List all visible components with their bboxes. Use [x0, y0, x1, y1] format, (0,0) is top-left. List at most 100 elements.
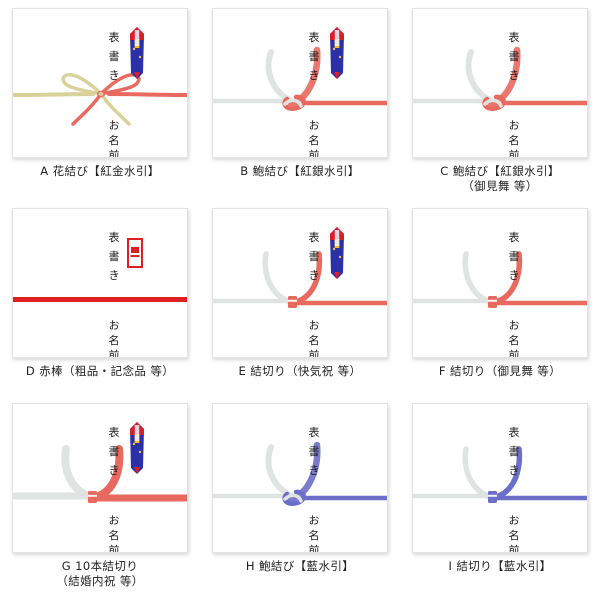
svg-text:前: 前: [109, 543, 120, 553]
noshi-ornament: [330, 27, 344, 79]
svg-text:き: き: [509, 269, 520, 282]
svg-text:き: き: [509, 464, 520, 477]
svg-text:前: 前: [309, 348, 320, 358]
svg-text:書: 書: [509, 444, 520, 458]
svg-text:お: お: [309, 514, 320, 527]
svg-text:表: 表: [109, 230, 120, 244]
svg-text:書: 書: [109, 49, 120, 63]
noshi-cell-a[interactable]: 表書きお名前 A 花結び【紅金水引】: [0, 0, 200, 200]
noshi-card-a[interactable]: 表書きお名前: [12, 8, 188, 158]
omotegaki-text: 表書き: [509, 30, 520, 82]
svg-text:き: き: [309, 269, 320, 282]
mizuhiki-artwork: [13, 297, 187, 302]
caption-line-1: D 赤棒（粗品・記念品 等）: [25, 364, 175, 378]
noshi-card-wrap: 表書きお名前: [412, 8, 588, 158]
noshi-cell-d[interactable]: 表書きお名前 D 赤棒（粗品・記念品 等）: [0, 200, 200, 395]
svg-text:お: お: [109, 514, 120, 527]
noshi-card-i[interactable]: 表書きお名前: [412, 403, 588, 553]
caption-line-2: （御見舞 等）: [462, 179, 538, 193]
svg-text:き: き: [109, 69, 120, 82]
noshi-card-g[interactable]: 表書きお名前: [12, 403, 188, 553]
noshi-cell-g[interactable]: 表書きお名前 G 10本結切り （結婚内祝 等）: [0, 395, 200, 600]
oname-text: お名前: [109, 514, 120, 553]
svg-text:書: 書: [109, 444, 120, 458]
noshi-card-d[interactable]: 表書きお名前: [12, 208, 188, 358]
noshi-caption-f: F 結切り（御見舞 等）: [439, 364, 561, 379]
noshi-card-f[interactable]: 表書きお名前: [412, 208, 588, 358]
svg-text:名: 名: [109, 133, 120, 147]
noshi-card-wrap: 表書きお名前: [412, 403, 588, 553]
omotegaki-text: 表書き: [109, 425, 120, 477]
mizuhiki-artwork: [13, 445, 187, 503]
noshi-card-wrap: 表書きお名前: [212, 208, 388, 358]
svg-text:表: 表: [509, 425, 520, 439]
omotegaki-text: 表書き: [309, 30, 320, 82]
noshi-card-wrap: 表書きお名前: [12, 8, 188, 158]
oname-text: お名前: [509, 514, 520, 553]
svg-text:表: 表: [109, 30, 120, 44]
noshi-card-b[interactable]: 表書きお名前: [212, 8, 388, 158]
svg-text:お: お: [109, 119, 120, 132]
noshi-caption-g: G 10本結切り （結婚内祝 等）: [56, 559, 143, 589]
noshi-cell-h[interactable]: 表書きお名前 H 鮑結び【藍水引】: [200, 395, 400, 600]
svg-text:き: き: [109, 464, 120, 477]
caption-line-2: （結婚内祝 等）: [56, 574, 144, 588]
noshi-card-c[interactable]: 表書きお名前: [412, 8, 588, 158]
noshi-ornament: [130, 27, 144, 79]
svg-text:表: 表: [509, 30, 520, 44]
noshi-card-wrap: 表書きお名前: [12, 403, 188, 553]
svg-text:名: 名: [309, 333, 320, 347]
mizuhiki-artwork: [413, 446, 587, 503]
svg-text:名: 名: [309, 133, 320, 147]
noshi-cell-b[interactable]: 表書きお名前 B 鮑結び【紅銀水引】: [200, 0, 400, 200]
oname-text: お名前: [509, 119, 520, 158]
caption-line-1: E 結切り（快気祝 等）: [238, 364, 362, 378]
caption-line-1: H 鮑結び【藍水引】: [245, 559, 355, 573]
noshi-stamp: [127, 238, 143, 268]
caption-line-1: C 鮑結び【紅銀水引】: [440, 164, 560, 178]
svg-text:お: お: [509, 119, 520, 132]
caption-line-1: F 結切り（御見舞 等）: [438, 364, 562, 378]
noshi-cell-e[interactable]: 表書きお名前 E 結切り（快気祝 等）: [200, 200, 400, 395]
svg-text:前: 前: [309, 543, 320, 553]
oname-text: お名前: [109, 119, 120, 158]
noshi-caption-c: C 鮑結び【紅銀水引】 （御見舞 等）: [440, 164, 560, 194]
noshi-caption-a: A 花結び【紅金水引】: [40, 164, 159, 179]
svg-text:書: 書: [309, 444, 320, 458]
noshi-card-wrap: 表書きお名前: [412, 208, 588, 358]
omotegaki-text: 表書き: [309, 425, 320, 477]
noshi-cell-i[interactable]: 表書きお名前 I 結切り【藍水引】: [400, 395, 600, 600]
svg-text:前: 前: [509, 543, 520, 553]
svg-text:お: お: [309, 119, 320, 132]
svg-text:書: 書: [309, 49, 320, 63]
svg-text:表: 表: [509, 230, 520, 244]
noshi-caption-e: E 結切り（快気祝 等）: [239, 364, 362, 379]
svg-text:書: 書: [509, 49, 520, 63]
noshi-caption-i: I 結切り【藍水引】: [448, 559, 551, 574]
noshi-card-e[interactable]: 表書きお名前: [212, 208, 388, 358]
caption-line-1: A 花結び【紅金水引】: [40, 164, 160, 178]
noshi-cell-c[interactable]: 表書きお名前 C 鮑結び【紅銀水引】 （御見舞 等）: [400, 0, 600, 200]
svg-text:名: 名: [309, 528, 320, 542]
svg-text:前: 前: [509, 148, 520, 158]
svg-text:名: 名: [109, 333, 120, 347]
noshi-card-h[interactable]: 表書きお名前: [212, 403, 388, 553]
noshi-cell-f[interactable]: 表書きお名前 F 結切り（御見舞 等）: [400, 200, 600, 395]
svg-text:名: 名: [509, 333, 520, 347]
noshi-ornament: [330, 227, 344, 279]
oname-text: お名前: [109, 319, 120, 357]
svg-text:き: き: [309, 464, 320, 477]
svg-text:き: き: [109, 269, 120, 282]
svg-text:表: 表: [309, 30, 320, 44]
svg-text:お: お: [509, 514, 520, 527]
svg-text:き: き: [509, 69, 520, 82]
svg-text:表: 表: [109, 425, 120, 439]
oname-text: お名前: [309, 319, 320, 358]
omotegaki-text: 表書き: [309, 230, 320, 282]
svg-text:前: 前: [509, 348, 520, 358]
noshi-card-wrap: 表書きお名前: [212, 403, 388, 553]
svg-text:前: 前: [309, 148, 320, 158]
svg-text:前: 前: [109, 148, 120, 158]
oname-text: お名前: [309, 119, 320, 158]
